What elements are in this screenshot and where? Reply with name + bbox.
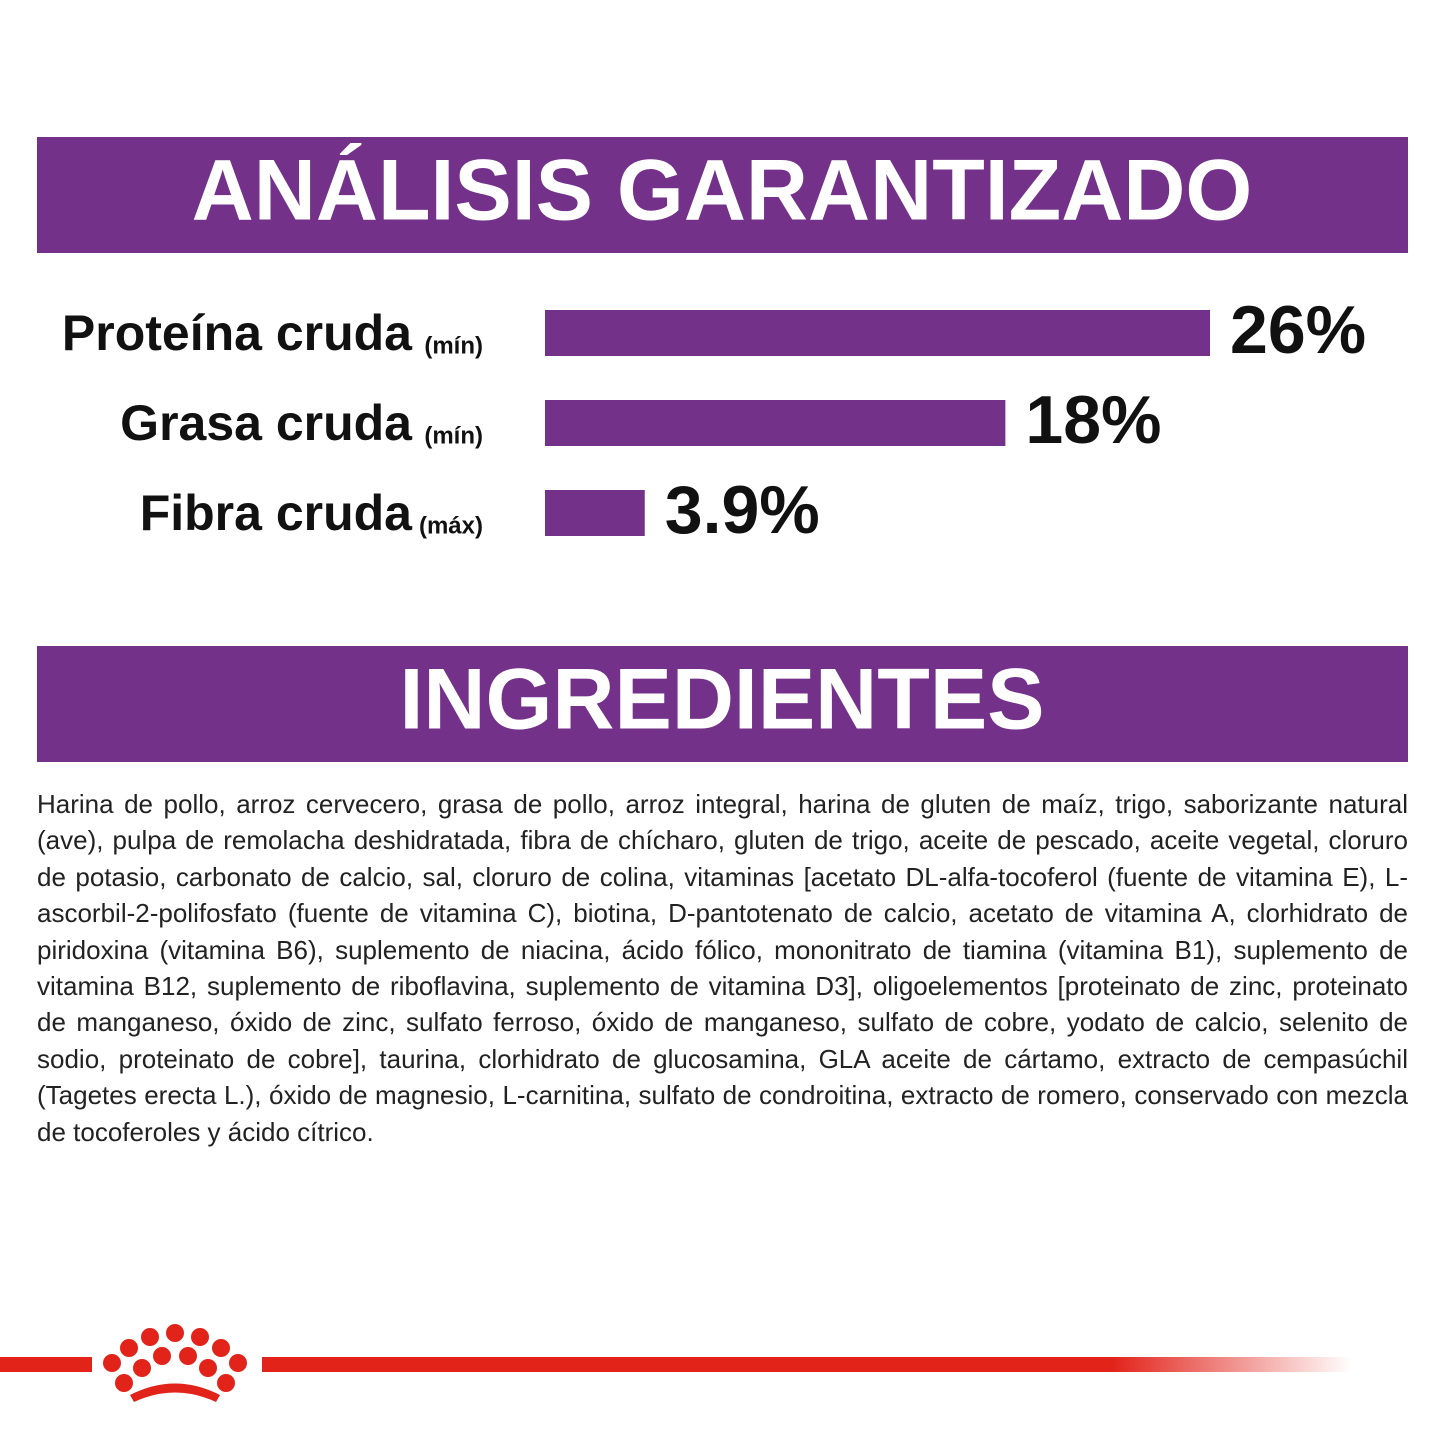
- category-label: Fibra cruda: [140, 485, 413, 541]
- category-qualifier: (mín): [424, 332, 483, 359]
- ingredients-text: Harina de pollo, arroz cervecero, grasa …: [37, 789, 1408, 1147]
- value-label: 26%: [1230, 292, 1366, 368]
- brand-logo: [103, 1324, 247, 1402]
- title-banner: [37, 137, 1408, 253]
- category-qualifier: (máx): [419, 512, 483, 539]
- bar: [545, 400, 1006, 446]
- brand-line: [0, 1357, 92, 1372]
- category-label: Proteína cruda: [62, 305, 413, 361]
- brand-line: [262, 1357, 1352, 1372]
- chart-title: ANÁLISIS GARANTIZADO: [192, 143, 1253, 239]
- bar: [545, 310, 1210, 356]
- category-qualifier: (mín): [424, 422, 483, 449]
- value-label: 3.9%: [665, 472, 820, 548]
- bar-chart: Proteína cruda (mín) 26% Grasa cruda (mín) 18…: [62, 292, 1366, 548]
- category-label: Grasa cruda: [120, 395, 413, 451]
- value-label: 18%: [1025, 382, 1161, 458]
- ingredients-banner: [37, 646, 1408, 762]
- ingredients-title: INGREDIENTES: [399, 652, 1044, 748]
- bar: [545, 490, 645, 536]
